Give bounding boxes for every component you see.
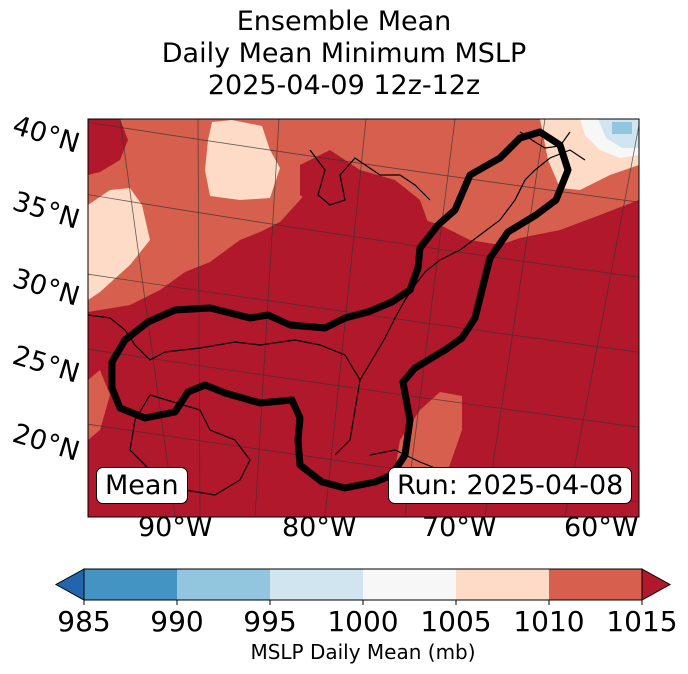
title-line-3: 2025-04-09 12z-12z bbox=[207, 70, 481, 101]
colorbar-segment-990 bbox=[177, 569, 271, 600]
colorbar-tick-label-1005: 1005 bbox=[420, 605, 492, 638]
ensemble-contour bbox=[108, 128, 572, 492]
map-frame bbox=[87, 118, 640, 518]
colorbar-tick-label-1010: 1010 bbox=[513, 605, 585, 638]
colorbar-tick-label-985: 985 bbox=[57, 605, 111, 638]
lon-label-80w: 80°W bbox=[282, 512, 357, 543]
lon-label-60w: 60°W bbox=[564, 512, 639, 543]
colorbar-segment-1010 bbox=[549, 569, 643, 600]
colorbar-segment-985 bbox=[84, 569, 178, 600]
colorbar-label: MSLP Daily Mean (mb) bbox=[250, 640, 476, 664]
field-region-990 bbox=[612, 122, 632, 134]
colorbar-tick-label-1015: 1015 bbox=[606, 605, 678, 638]
field-dark-northwest bbox=[88, 119, 128, 175]
field-region-1005-a bbox=[205, 120, 280, 200]
title-line-1: Ensemble Mean bbox=[236, 6, 452, 37]
colorbar-extend-low bbox=[54, 568, 85, 601]
field-region-1010-b bbox=[88, 370, 110, 440]
colorbar-tick-label-990: 990 bbox=[150, 605, 204, 638]
lon-label-70w: 70°W bbox=[422, 512, 497, 543]
lon-label-90w: 90°W bbox=[138, 512, 213, 543]
field-region-1005-b bbox=[88, 188, 150, 300]
colorbar-tick-label-1000: 1000 bbox=[327, 605, 399, 638]
pressure-field bbox=[88, 119, 639, 517]
colorbar-segment-1000 bbox=[363, 569, 457, 600]
colorbar-tick-label-995: 995 bbox=[243, 605, 297, 638]
field-dark-lakes bbox=[300, 150, 430, 240]
colorbar-extend-high bbox=[641, 568, 672, 601]
title-line-2: Daily Mean Minimum MSLP bbox=[161, 38, 527, 69]
mean-label: Mean bbox=[96, 467, 188, 504]
colorbar-segment-995 bbox=[270, 569, 364, 600]
colorbar-segment-1005 bbox=[456, 569, 550, 600]
run-label: Run: 2025-04-08 bbox=[388, 467, 633, 504]
